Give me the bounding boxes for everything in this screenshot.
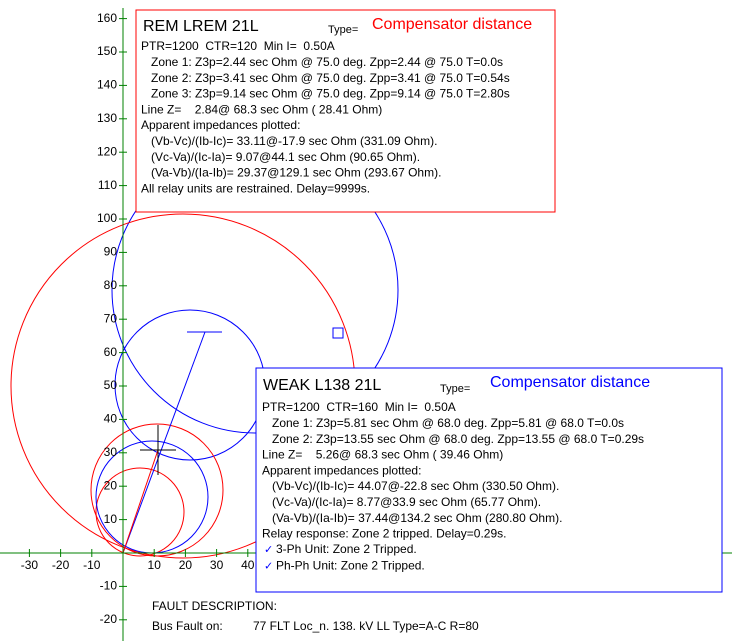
zone-circle xyxy=(95,467,185,557)
y-tick-label: 160 xyxy=(97,11,117,25)
x-tick-label: -10 xyxy=(83,558,101,572)
characteristics xyxy=(10,146,399,559)
relay-line: Apparent impedances plotted: xyxy=(262,463,421,477)
relay-line: (Va-Vb)/(Ia-Ib)= 37.44@134.2 sec Ohm (28… xyxy=(262,511,562,525)
type-label: Type= xyxy=(440,383,470,395)
relay-line: Apparent impedances plotted: xyxy=(141,118,300,132)
y-tick-label: 20 xyxy=(104,478,118,492)
y-tick-label: 80 xyxy=(104,278,118,292)
check-icon: ✓ xyxy=(264,544,273,556)
x-tick-label: 30 xyxy=(210,558,224,572)
fault-text: 77 FLT Loc_n. 138. kV LL Type=A-C R=80 xyxy=(253,619,479,633)
fault-heading: FAULT DESCRIPTION: xyxy=(152,599,277,613)
x-tick-label: -20 xyxy=(52,558,70,572)
y-tick-label: 30 xyxy=(104,445,118,459)
relay-line: PTR=1200 CTR=120 Min I= 0.50A xyxy=(141,39,335,53)
relay-line: Relay response: Zone 2 tripped. Delay=0.… xyxy=(262,527,506,541)
y-tick-label: 70 xyxy=(104,311,118,325)
y-tick-label: -10 xyxy=(100,579,118,593)
y-tick-label: 50 xyxy=(104,378,118,392)
relay-line: (Vb-Vc)/(Ib-Ic)= 44.07@-22.8 sec Ohm (33… xyxy=(262,479,559,493)
type-label: Type= xyxy=(328,24,358,36)
line-impedance xyxy=(122,331,206,554)
relay-line: (Va-Vb)/(Ia-Ib)= 29.37@129.1 sec Ohm (29… xyxy=(141,166,441,180)
relay-line: Zone 2: Z3p=13.55 sec Ohm @ 68.0 deg. Zp… xyxy=(262,432,644,446)
relay-line: (Vb-Vc)/(Ib-Ic)= 33.11@-17.9 sec Ohm (33… xyxy=(141,134,437,148)
y-tick-label: 40 xyxy=(104,412,118,426)
y-tick-label: -20 xyxy=(100,612,118,626)
y-tick-label: 90 xyxy=(104,245,118,259)
zone-circle xyxy=(90,423,224,557)
relay-type: Compensator distance xyxy=(372,16,532,33)
fault-label: Bus Fault on: xyxy=(152,619,223,633)
relay-type: Compensator distance xyxy=(490,374,650,391)
relay-line: All relay units are restrained. Delay=99… xyxy=(141,181,370,195)
check-icon: ✓ xyxy=(264,560,273,572)
x-tick-label: -30 xyxy=(21,558,39,572)
relay-line: Zone 3: Z3p=9.14 sec Ohm @ 75.0 deg. Zpp… xyxy=(141,87,510,101)
relay-line: Zone 1: Z3p=2.44 sec Ohm @ 75.0 deg. Zpp… xyxy=(141,55,503,69)
y-tick-label: 120 xyxy=(97,144,117,158)
relay-box xyxy=(255,367,723,593)
x-tick-label: 20 xyxy=(179,558,193,572)
unit-status: Ph-Ph Unit: Zone 2 Tripped. xyxy=(276,559,425,573)
relay-line: Zone 1: Z3p=5.81 sec Ohm @ 68.0 deg. Zpp… xyxy=(262,416,624,430)
relay-line: (Vc-Va)/(Ic-Ia)= 9.07@44.1 sec Ohm (90.6… xyxy=(141,150,420,164)
relay-line: Line Z= 2.84@ 68.3 sec Ohm ( 28.41 Ohm) xyxy=(141,102,382,116)
line-impedance xyxy=(122,449,159,554)
y-tick-label: 130 xyxy=(97,111,117,125)
x-tick-label: 10 xyxy=(148,558,162,572)
unit-status: 3-Ph Unit: Zone 2 Tripped. xyxy=(276,542,417,556)
relay-line: (Vc-Va)/(Ic-Ia)= 8.77@33.9 sec Ohm (65.7… xyxy=(262,495,541,509)
y-tick-label: 110 xyxy=(98,178,117,192)
y-tick-label: 60 xyxy=(104,345,118,359)
y-tick-label: 140 xyxy=(97,78,117,92)
relay-title: WEAK L138 21L xyxy=(263,377,381,394)
relay-title: REM LREM 21L xyxy=(143,18,259,35)
y-tick-label: 10 xyxy=(104,512,118,526)
impedance-marker xyxy=(332,327,344,339)
y-tick-label: 100 xyxy=(97,211,117,225)
relay-line: Line Z= 5.26@ 68.3 sec Ohm ( 39.46 Ohm) xyxy=(262,448,503,462)
relay-box xyxy=(135,9,556,213)
x-tick-label: 40 xyxy=(241,558,255,572)
relay-line: Zone 2: Z3p=3.41 sec Ohm @ 75.0 deg. Zpp… xyxy=(141,71,510,85)
y-tick-label: 150 xyxy=(97,44,117,58)
relay-line: PTR=1200 CTR=160 Min I= 0.50A xyxy=(262,400,456,414)
